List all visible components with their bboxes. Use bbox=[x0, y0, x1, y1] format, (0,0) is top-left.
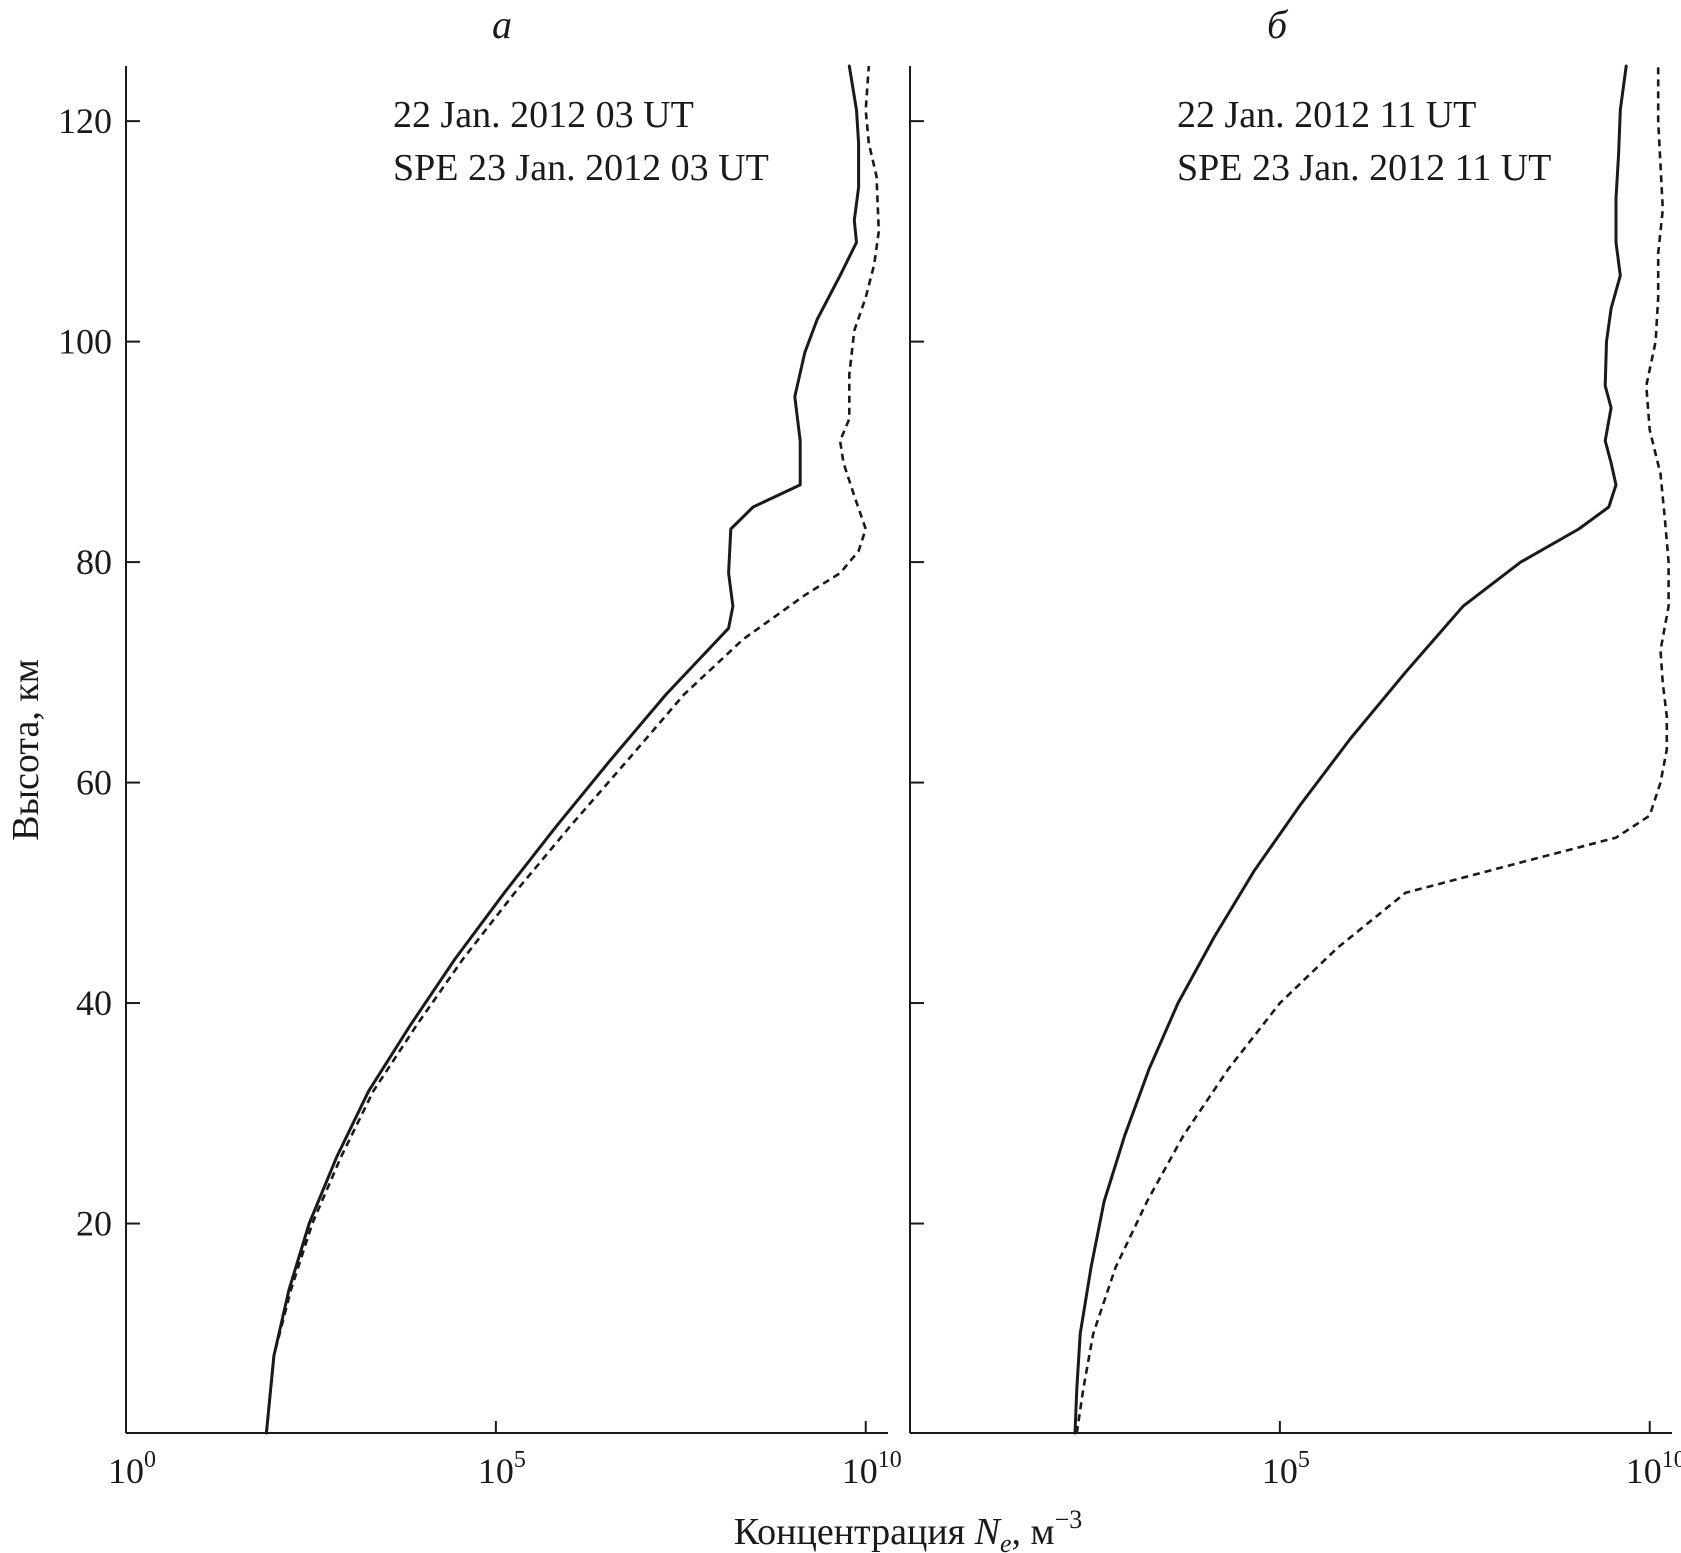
x-tick-exp-a-1: 5 bbox=[514, 1447, 526, 1473]
y-tick-label-1: 40 bbox=[76, 983, 112, 1023]
x-tick-label-b-0: 105 bbox=[1262, 1447, 1310, 1491]
series-line-b-solid bbox=[1073, 64, 1628, 1435]
x-axis-title-exp: −3 bbox=[1055, 1505, 1083, 1534]
x-tick-label-a-0: 100 bbox=[108, 1447, 156, 1491]
y-axis-title: Высота, км bbox=[5, 659, 47, 841]
panel-label-a: а bbox=[492, 2, 512, 47]
x-axis-title: Концентрация Ne, м−3 bbox=[734, 1505, 1083, 1553]
y-tick-label-5: 120 bbox=[58, 101, 112, 141]
panel-a-series bbox=[264, 64, 881, 1435]
x-tick-base-b-0: 10 bbox=[1262, 1451, 1298, 1491]
annotation-b-line2: SPE 23 Jan. 2012 11 UT bbox=[1177, 147, 1551, 189]
annotation-b-line1: 22 Jan. 2012 11 UT bbox=[1177, 94, 1476, 136]
panel-label-b: б bbox=[1267, 2, 1289, 47]
x-tick-exp-a-2: 10 bbox=[878, 1447, 902, 1473]
y-tick-label-3: 80 bbox=[76, 542, 112, 582]
series-line-a-dashed bbox=[265, 65, 881, 1434]
x-axis-title-sub: e bbox=[1000, 1529, 1012, 1553]
y-tick-label-2: 60 bbox=[76, 763, 112, 803]
panel-b: б 105 1010 22 Jan. 2012 11 UT SPE 23 Jan.… bbox=[909, 2, 1681, 1491]
x-tick-label-b-1: 1010 bbox=[1626, 1447, 1681, 1491]
x-tick-base-a-0: 10 bbox=[108, 1451, 144, 1491]
x-tick-base-a-2: 10 bbox=[842, 1451, 878, 1491]
y-tick-label-4: 100 bbox=[58, 322, 112, 362]
x-tick-exp-b-0: 5 bbox=[1298, 1447, 1310, 1473]
x-tick-label-a-2: 1010 bbox=[842, 1447, 902, 1491]
x-tick-label-a-1: 105 bbox=[478, 1447, 526, 1491]
x-axis-title-var: N bbox=[974, 1511, 1003, 1553]
x-tick-exp-b-1: 10 bbox=[1662, 1447, 1681, 1473]
x-axis-title-prefix: Концентрация bbox=[734, 1511, 975, 1553]
annotation-a-line1: 22 Jan. 2012 03 UT bbox=[393, 94, 694, 136]
x-tick-base-b-1: 10 bbox=[1626, 1451, 1662, 1491]
series-line-a-solid bbox=[264, 64, 861, 1435]
x-axis-title-units: , м bbox=[1012, 1511, 1055, 1553]
y-tick-label-0: 20 bbox=[76, 1204, 112, 1244]
x-tick-base-a-1: 10 bbox=[478, 1451, 514, 1491]
panel-b-series bbox=[1073, 64, 1670, 1435]
panel-b-ticks: 105 1010 bbox=[910, 120, 1681, 1491]
annotation-a-line2: SPE 23 Jan. 2012 03 UT bbox=[393, 147, 769, 189]
x-tick-exp-a-0: 0 bbox=[144, 1447, 156, 1473]
series-line-b-dashed bbox=[1075, 66, 1670, 1434]
